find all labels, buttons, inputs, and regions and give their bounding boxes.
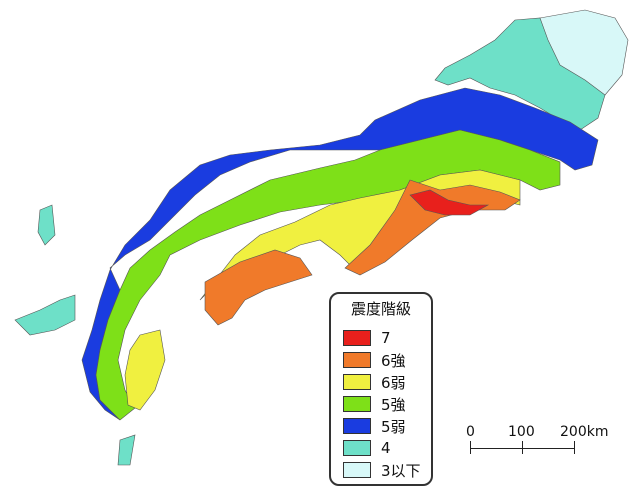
legend-item: 5弱 xyxy=(343,416,406,436)
legend-swatch xyxy=(343,330,371,346)
scale-label-200km: 200km xyxy=(560,424,609,440)
region-intensity-7 xyxy=(409,189,490,216)
legend-label: 4 xyxy=(381,439,391,457)
region-intensity-4-coast xyxy=(14,294,76,336)
region-intensity-5-upper xyxy=(95,129,561,421)
region-intensity-6-lower-kyushu xyxy=(124,329,166,411)
legend-item: 3以下 xyxy=(343,460,421,480)
legend-label: 5強 xyxy=(381,395,406,414)
legend-swatch xyxy=(343,418,371,434)
legend-swatch xyxy=(343,462,371,478)
scale-tick-200 xyxy=(574,441,575,454)
legend-swatch xyxy=(343,374,371,390)
region-intensity-6-upper xyxy=(344,179,521,276)
legend-label: 3以下 xyxy=(381,461,421,480)
legend-label: 7 xyxy=(381,329,391,347)
legend-swatch xyxy=(343,352,371,368)
legend-item: 6弱 xyxy=(343,372,406,392)
scale-tick-0 xyxy=(470,441,471,454)
region-intensity-4-izu-island xyxy=(117,434,136,466)
legend-item: 4 xyxy=(343,438,391,458)
legend-swatch xyxy=(343,440,371,456)
region-intensity-4-kyushu-islands xyxy=(37,204,56,246)
scale-label-100: 100 xyxy=(508,424,535,440)
scale-label-0: 0 xyxy=(466,424,475,440)
legend-label: 6弱 xyxy=(381,373,406,392)
region-intensity-5-lower xyxy=(81,87,599,421)
scale-bar: 0 100 200km xyxy=(462,424,612,464)
legend-swatch xyxy=(343,396,371,412)
legend-label: 5弱 xyxy=(381,417,406,436)
legend-item: 5強 xyxy=(343,394,406,414)
legend-title: 震度階級 xyxy=(350,300,411,318)
scale-tick-100 xyxy=(522,441,523,454)
legend-item: 6強 xyxy=(343,350,406,370)
region-intensity-4-northeast xyxy=(434,17,606,131)
intensity-legend: 震度階級 7 6強 6弱 5強 5弱 4 3以下 xyxy=(329,292,433,486)
legend-label: 6強 xyxy=(381,351,406,370)
legend-item: 7 xyxy=(343,328,391,348)
region-intensity-6-upper-shikoku xyxy=(204,249,313,326)
